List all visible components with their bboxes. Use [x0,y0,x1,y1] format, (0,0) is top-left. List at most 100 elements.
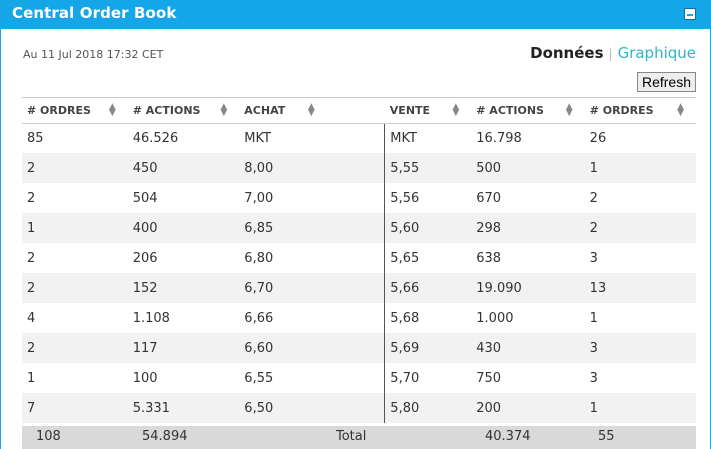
cell-sell-price: 5,55 [384,153,472,183]
panel-header: Central Order Book [1,0,710,29]
cell-sell-shares: 298 [471,213,585,243]
cell-sell-orders: 1 [584,393,696,423]
cell-sell-orders: 26 [584,123,696,153]
panel-title: Central Order Book [12,4,177,22]
sort-icon[interactable]: ▲ ▼ [108,102,116,118]
cell-sell-price: 5,65 [384,243,472,273]
cell-buy-shares: 206 [127,243,240,273]
table-row: 2 504 7,00 5,56 670 2 [22,183,696,213]
cell-buy-orders: 85 [22,123,128,153]
total-buy-orders: 108 [36,429,61,444]
cell-buy-shares: 46.526 [127,123,240,153]
cell-buy-price: 6,55 [239,363,385,393]
total-sell-shares: 40.374 [485,429,531,444]
cell-buy-shares: 504 [127,183,240,213]
cell-sell-shares: 1.000 [471,303,585,333]
cell-sell-price: 5,69 [384,333,472,363]
cell-buy-orders: 2 [22,153,128,183]
table-row: 2 117 6,60 5,69 430 3 [22,333,696,363]
cell-buy-shares: 450 [127,153,240,183]
tab-separator: | [608,47,613,61]
cell-sell-orders: 2 [584,213,696,243]
cell-sell-shares: 750 [471,363,585,393]
minimize-icon[interactable] [684,8,696,20]
cell-sell-orders: 13 [584,273,696,303]
cell-sell-price: 5,56 [384,183,472,213]
cell-buy-orders: 2 [22,273,128,303]
cell-buy-orders: 2 [22,243,128,273]
cell-buy-price: 7,00 [239,183,385,213]
total-label: Total [336,429,367,444]
cell-buy-price: MKT [239,123,385,153]
cell-sell-orders: 3 [584,363,696,393]
refresh-button[interactable]: Refresh [636,72,696,92]
table-row: 2 206 6,80 5,65 638 3 [22,243,696,273]
cell-buy-orders: 7 [22,393,128,423]
column-header-sell-price[interactable]: VENTE ▲ ▼ [384,97,472,124]
cell-buy-orders: 1 [22,213,128,243]
cell-sell-orders: 1 [584,153,696,183]
cell-buy-shares: 152 [127,273,240,303]
cell-sell-price: 5,60 [384,213,472,243]
column-header-buy-orders[interactable]: # ORDRES ▲ ▼ [22,97,128,124]
tab-donnees[interactable]: Données [530,44,604,62]
cell-sell-orders: 3 [584,243,696,273]
table-row: 2 152 6,70 5,66 19.090 13 [22,273,696,303]
cell-sell-price: 5,80 [384,393,472,423]
column-header-buy-price[interactable]: ACHAT ▲ ▼ [239,97,385,124]
cell-sell-price: MKT [384,123,472,153]
cell-sell-shares: 638 [471,243,585,273]
column-label: ACHAT [244,104,286,117]
cell-buy-shares: 117 [127,333,240,363]
column-header-sell-shares[interactable]: # ACTIONS ▲ ▼ [471,97,585,124]
column-label: # ORDRES [27,104,91,117]
table-row: 85 46.526 MKT MKT 16.798 26 [22,123,696,153]
cell-buy-price: 6,80 [239,243,385,273]
sort-icon[interactable]: ▲ ▼ [452,102,460,118]
cell-buy-price: 6,66 [239,303,385,333]
cell-sell-orders: 2 [584,183,696,213]
column-label: VENTE [389,104,431,117]
cell-sell-shares: 500 [471,153,585,183]
cell-buy-orders: 2 [22,333,128,363]
tab-graphique[interactable]: Graphique [617,44,696,62]
table-header-row: # ORDRES ▲ ▼ # ACTIONS ▲ ▼ ACHAT ▲ ▼ VENTE ▲ ▼ #… [22,97,696,124]
cell-sell-shares: 670 [471,183,585,213]
column-header-buy-shares[interactable]: # ACTIONS ▲ ▼ [127,97,240,124]
cell-sell-price: 5,66 [384,273,472,303]
sort-icon[interactable]: ▲ ▼ [220,102,228,118]
column-label: # ACTIONS [132,104,201,117]
cell-sell-orders: 1 [584,303,696,333]
cell-buy-price: 6,70 [239,273,385,303]
totals-row: 108 54.894 Total 40.374 55 [22,426,696,449]
table-row: 1 100 6,55 5,70 750 3 [22,363,696,393]
cell-sell-price: 5,70 [384,363,472,393]
cell-buy-price: 6,85 [239,213,385,243]
cell-buy-shares: 400 [127,213,240,243]
cell-buy-price: 6,50 [239,393,385,423]
order-book-table: # ORDRES ▲ ▼ # ACTIONS ▲ ▼ ACHAT ▲ ▼ VENTE ▲ ▼ #… [22,97,696,423]
cell-sell-price: 5,68 [384,303,472,333]
sort-icon[interactable]: ▲ ▼ [565,102,573,118]
sort-icon[interactable]: ▲ ▼ [677,102,684,118]
view-toggle: Données | Graphique [530,44,696,62]
cell-buy-shares: 1.108 [127,303,240,333]
table-row: 4 1.108 6,66 5,68 1.000 1 [22,303,696,333]
table-row: 1 400 6,85 5,60 298 2 [22,213,696,243]
cell-sell-shares: 19.090 [471,273,585,303]
total-sell-orders: 55 [598,429,615,444]
cell-buy-shares: 100 [127,363,240,393]
cell-buy-orders: 4 [22,303,128,333]
cell-sell-shares: 16.798 [471,123,585,153]
cell-buy-shares: 5.331 [127,393,240,423]
sort-icon[interactable]: ▲ ▼ [307,102,315,118]
column-label: # ACTIONS [476,104,544,117]
cell-buy-orders: 2 [22,183,128,213]
column-label: # ORDRES [589,104,654,117]
cell-sell-shares: 430 [471,333,585,363]
column-header-sell-orders[interactable]: # ORDRES ▲ ▼ [584,97,696,124]
total-buy-shares: 54.894 [142,429,188,444]
cell-buy-price: 8,00 [239,153,385,183]
cell-buy-price: 6,60 [239,333,385,363]
